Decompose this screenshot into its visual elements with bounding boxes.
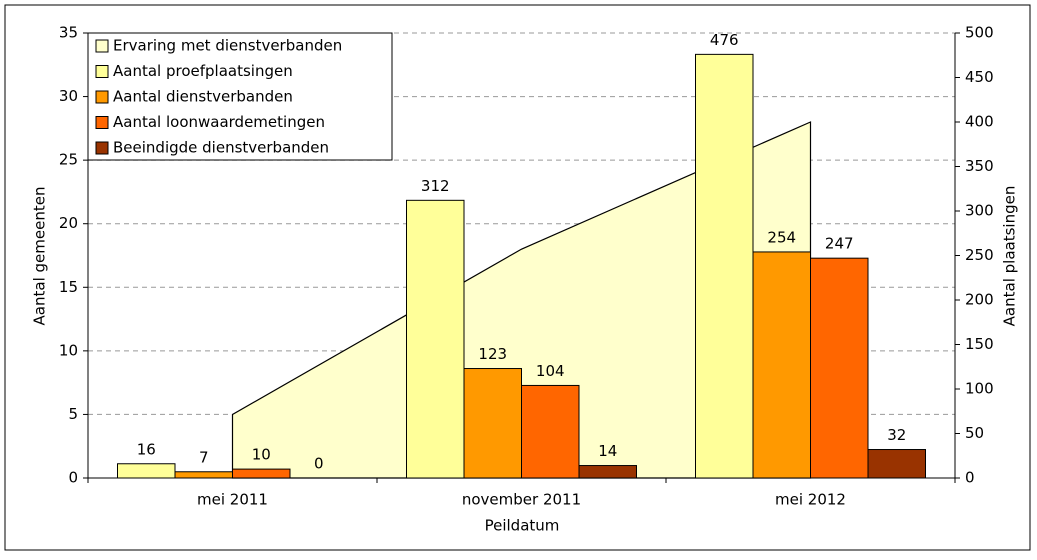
y-axis-label: Aantal gemeenten	[31, 187, 49, 326]
data-label: 476	[710, 31, 739, 49]
legend-label: Beeindigde dienstverbanden	[113, 139, 329, 157]
data-label: 254	[767, 228, 796, 246]
y2-tick-label: 150	[965, 335, 994, 353]
data-label: 10	[252, 446, 271, 464]
data-label: 247	[825, 235, 854, 253]
y2-tick-label: 0	[965, 469, 975, 487]
y2-tick-label: 400	[965, 113, 994, 131]
y-tick-label: 20	[59, 214, 78, 232]
bar	[867, 449, 926, 479]
y2-tick-label: 200	[965, 291, 994, 309]
x-tick-label: mei 2011	[197, 491, 268, 509]
y2-tick-label: 50	[965, 424, 984, 442]
x-axis-label: Peildatum	[485, 517, 560, 535]
bar	[752, 251, 811, 479]
y2-tick-label: 250	[965, 246, 994, 264]
legend-label: Aantal dienstverbanden	[113, 88, 293, 106]
y-tick-label: 0	[68, 469, 78, 487]
y-tick-label: 25	[59, 151, 78, 169]
y2-tick-label: 100	[965, 380, 994, 398]
x-tick-label: november 2011	[462, 491, 581, 509]
y-tick-label: 30	[59, 87, 78, 105]
legend-swatch	[95, 116, 109, 129]
bar	[117, 463, 176, 479]
y-tick-label: 15	[59, 278, 78, 296]
y-tick-label: 5	[68, 405, 78, 423]
bar	[695, 53, 754, 479]
data-label: 14	[598, 442, 617, 460]
bar	[463, 368, 522, 479]
legend-swatch	[95, 65, 109, 78]
data-label: 0	[314, 455, 324, 473]
legend-label: Aantal proefplaatsingen	[113, 62, 293, 80]
bar	[174, 471, 233, 479]
data-label: 7	[199, 448, 209, 466]
data-label: 16	[137, 440, 156, 458]
y2-tick-label: 350	[965, 157, 994, 175]
legend-label: Aantal loonwaardemetingen	[113, 113, 325, 131]
legend-swatch	[95, 90, 109, 104]
bar	[232, 468, 291, 479]
legend: Ervaring met dienstverbanden Aantal proef…	[87, 32, 393, 161]
y-tick-label: 10	[59, 341, 78, 359]
legend-label: Ervaring met dienstverbanden	[113, 37, 342, 55]
bar	[578, 465, 637, 479]
y2-tick-label: 300	[965, 202, 994, 220]
data-label: 32	[887, 426, 906, 444]
data-label: 104	[536, 362, 565, 380]
bar	[521, 384, 580, 479]
bar	[810, 257, 869, 479]
y-tick-label: 35	[59, 24, 78, 42]
legend-swatch	[95, 39, 109, 53]
y2-tick-label: 500	[965, 24, 994, 42]
y2-axis-label: Aantal plaatsingen	[1001, 186, 1019, 327]
x-tick-label: mei 2012	[775, 491, 846, 509]
data-label: 312	[421, 177, 450, 195]
bar	[406, 199, 465, 479]
y2-tick-label: 450	[965, 68, 994, 86]
legend-box	[87, 32, 393, 161]
plot: 0510152025303505010015020025030035040045…	[59, 24, 994, 509]
data-label: 123	[478, 345, 507, 363]
legend-swatch	[95, 141, 109, 155]
